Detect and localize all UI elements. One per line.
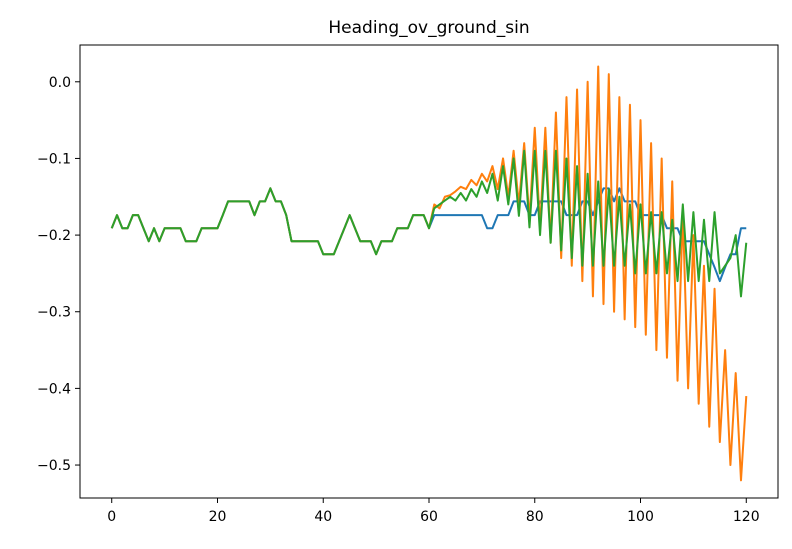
y-tick-label: −0.4 [37, 381, 71, 397]
x-tick-label: 0 [107, 509, 116, 525]
x-tick-label: 100 [627, 509, 654, 525]
y-tick-label: −0.5 [37, 458, 71, 474]
y-tick-label: 0.0 [49, 75, 71, 91]
x-tick-label: 20 [209, 509, 227, 525]
line-series [110, 149, 748, 298]
line-series [110, 187, 747, 283]
x-tick-label: 60 [420, 509, 438, 525]
chart-title: Heading_ov_ground_sin [328, 18, 529, 38]
y-tick-label: −0.2 [37, 228, 71, 244]
x-tick-label: 80 [526, 509, 544, 525]
plot-frame [79, 44, 779, 499]
x-tick-label: 120 [733, 509, 760, 525]
x-tick-label: 40 [314, 509, 332, 525]
y-tick-label: −0.3 [37, 305, 71, 321]
y-tick-label: −0.1 [37, 151, 71, 167]
line-series [110, 65, 748, 482]
